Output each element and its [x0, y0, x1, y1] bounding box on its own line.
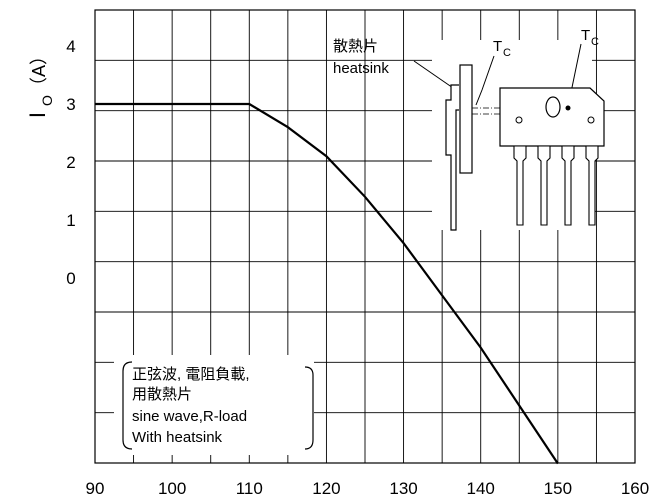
- tc-side-leader: [475, 55, 495, 106]
- tc-label-side-sub: C: [503, 47, 511, 59]
- y-axis-label-unit: （A）: [29, 47, 49, 95]
- x-tick-label: 160: [621, 479, 649, 498]
- x-tick-label: 100: [158, 479, 186, 498]
- x-tick-labels: 90 100 110 120 130 140 150 160: [86, 479, 650, 498]
- y-tick-label: 0: [66, 269, 75, 288]
- y-tick-label: 2: [66, 153, 75, 172]
- mounting-hole: [545, 96, 561, 118]
- x-tick-label: 110: [236, 479, 263, 498]
- plot-frame: [94, 9, 636, 464]
- component-diagram: 散熱片 heatsink T C T C: [333, 27, 605, 231]
- pin-mark-right: [587, 116, 595, 124]
- note-right-bracket: [304, 366, 314, 450]
- derating-curve: [95, 102, 559, 465]
- note-line-4: With heatsink: [132, 429, 223, 446]
- x-tick-label: 120: [312, 479, 340, 498]
- heatsink-leader: [413, 60, 457, 91]
- y-tick-labels: 4 3 2 1 0: [66, 37, 75, 288]
- tc-point: [565, 105, 571, 111]
- device-leads: [513, 145, 599, 226]
- y-tick-label: 1: [66, 211, 75, 230]
- x-tick-label: 140: [467, 479, 495, 498]
- x-tick-label: 90: [86, 479, 105, 498]
- note-line-2: 用散熱片: [132, 386, 192, 403]
- y-axis-label-sub: O: [39, 95, 55, 106]
- y-axis-label: I O （A）: [25, 47, 55, 118]
- y-axis-label-main: I: [25, 112, 50, 118]
- y-tick-label: 4: [66, 37, 75, 56]
- condition-note: 正弦波, 電阻負載, 用散熱片 sine wave,R-load With he…: [114, 355, 314, 455]
- device-side-view: [445, 84, 459, 231]
- x-tick-label: 130: [389, 479, 417, 498]
- pin-mark-left: [515, 116, 523, 124]
- tc-label-front: T: [581, 27, 590, 44]
- heatsink-label-cn: 散熱片: [333, 38, 378, 55]
- heatsink-label-en: heatsink: [333, 60, 389, 77]
- note-left-bracket: [122, 361, 133, 450]
- heatsink-plate: [459, 64, 473, 174]
- x-tick-label: 150: [544, 479, 572, 498]
- tc-label-side: T: [493, 38, 502, 55]
- tc-label-front-sub: C: [591, 36, 599, 48]
- note-line-1: 正弦波, 電阻負載,: [132, 366, 250, 383]
- y-tick-label: 3: [66, 95, 75, 114]
- note-line-3: sine wave,R-load: [132, 408, 247, 425]
